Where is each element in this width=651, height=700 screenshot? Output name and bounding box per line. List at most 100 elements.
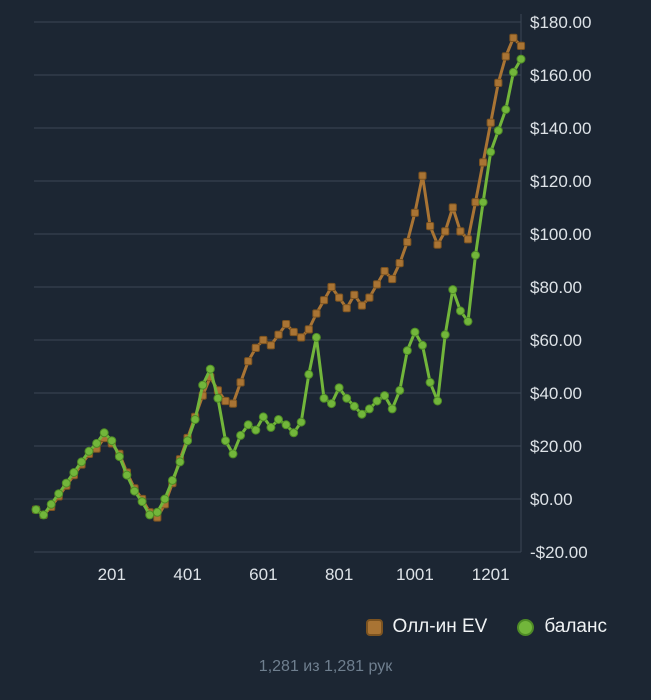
data-point — [198, 380, 208, 390]
data-point — [221, 436, 230, 446]
data-point — [228, 399, 238, 408]
legend-marker-square — [365, 618, 383, 636]
data-point — [365, 293, 374, 302]
data-point — [251, 343, 260, 352]
data-point — [501, 52, 510, 61]
data-point — [350, 290, 359, 299]
data-point — [213, 393, 223, 403]
series-markers-1 — [31, 54, 526, 520]
data-point — [418, 171, 427, 180]
data-point — [357, 301, 366, 310]
data-point — [395, 385, 405, 395]
data-point — [433, 240, 442, 249]
data-point — [304, 325, 313, 334]
data-point — [486, 118, 495, 127]
chart-area: $180.00 $160.00 $140.00 $120.00 $100.00 $80.0… — [31, 13, 591, 584]
data-point — [84, 446, 94, 456]
data-point — [304, 369, 314, 379]
data-point — [145, 510, 155, 520]
data-point — [388, 274, 397, 284]
data-point — [425, 377, 435, 387]
data-point — [433, 396, 443, 406]
data-point — [448, 203, 457, 212]
data-point — [69, 468, 79, 477]
x-tick-label: 601 — [249, 565, 277, 584]
data-point — [335, 293, 344, 302]
data-point — [463, 316, 473, 326]
data-point — [31, 505, 41, 515]
data-point — [395, 259, 404, 268]
data-point — [289, 327, 298, 337]
data-point — [236, 430, 246, 440]
data-point — [228, 449, 238, 459]
data-point — [54, 489, 64, 499]
y-tick-label: $0.00 — [530, 490, 573, 509]
data-point — [478, 197, 488, 207]
data-point — [281, 420, 291, 430]
data-point — [448, 285, 458, 295]
data-point — [243, 420, 253, 430]
data-point — [46, 499, 56, 509]
data-point — [266, 422, 276, 432]
data-point — [319, 296, 329, 305]
chart-svg: $180.00 $160.00 $140.00 $120.00 $100.00 $80.0… — [31, 13, 591, 584]
data-point — [137, 497, 147, 507]
data-point — [410, 208, 419, 217]
data-point — [244, 357, 253, 366]
data-point — [364, 404, 374, 414]
data-point — [259, 335, 268, 345]
x-tick-label: 201 — [98, 565, 126, 584]
data-point — [463, 235, 473, 244]
data-point — [236, 378, 245, 387]
data-point — [403, 237, 412, 247]
data-point — [494, 78, 503, 88]
data-point — [440, 330, 450, 340]
data-point — [183, 436, 193, 446]
data-point — [410, 327, 420, 337]
legend-marker-circle — [517, 618, 535, 636]
data-point — [486, 147, 496, 157]
data-point — [334, 383, 344, 393]
y-tick-label: $20.00 — [530, 437, 582, 456]
data-point — [160, 494, 170, 504]
data-point — [342, 393, 352, 403]
data-point — [130, 486, 139, 496]
y-tick-label: $80.00 — [530, 278, 582, 297]
data-point — [380, 267, 389, 276]
data-point — [190, 415, 200, 424]
data-point — [372, 280, 382, 289]
data-point — [342, 304, 351, 313]
x-tick-label: 1201 — [472, 565, 510, 584]
data-point — [274, 330, 283, 339]
series-markers-0 — [31, 33, 526, 522]
data-point — [509, 33, 518, 42]
data-point — [221, 396, 230, 406]
data-point — [327, 282, 336, 292]
hands-count-caption: 1,281 из 1,281 рук — [258, 658, 393, 675]
y-tick-label: $40.00 — [530, 384, 582, 403]
data-point — [402, 346, 412, 356]
data-point — [297, 333, 306, 342]
data-point — [349, 401, 359, 411]
legend-label-balance: баланс — [544, 616, 607, 637]
data-point — [296, 417, 306, 427]
x-tick-label: 401 — [173, 565, 201, 584]
data-point — [441, 227, 450, 236]
data-point — [312, 309, 321, 318]
data-point — [471, 250, 480, 260]
data-point — [471, 198, 480, 207]
data-point — [99, 428, 109, 438]
data-point — [61, 478, 71, 488]
legend-item-balance[interactable]: баланс — [517, 616, 607, 638]
data-point — [516, 41, 526, 50]
y-tick-label: $140.00 — [530, 119, 591, 138]
x-tick-label: 801 — [325, 565, 353, 584]
data-point — [114, 452, 124, 462]
data-point — [77, 457, 86, 467]
legend-item-allin-ev[interactable]: Олл-ин EV — [365, 616, 487, 638]
data-point — [167, 475, 177, 485]
data-point — [455, 306, 465, 316]
y-tick-label: $100.00 — [530, 225, 591, 244]
data-point — [92, 438, 102, 448]
y-tick-label: $60.00 — [530, 331, 582, 350]
